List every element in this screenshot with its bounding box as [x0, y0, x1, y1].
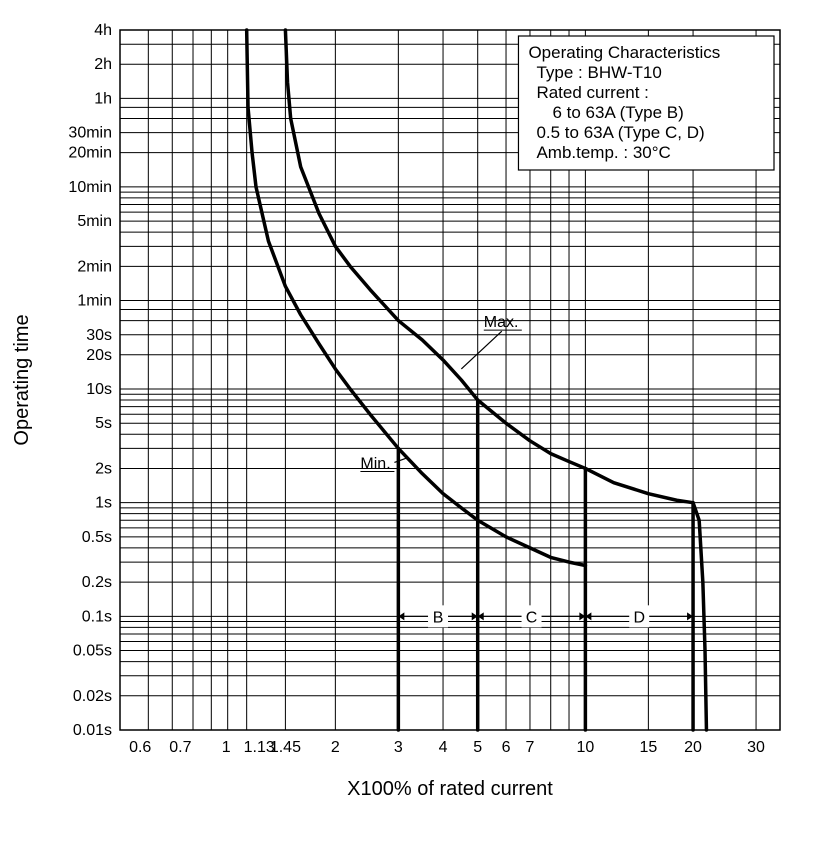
- x-tick-label: 30: [747, 739, 765, 756]
- info-line: 0.5 to 63A (Type C, D): [536, 123, 704, 142]
- region-label-b: B: [433, 609, 444, 626]
- x-tick-label: 7: [526, 739, 535, 756]
- y-tick-label: 30s: [86, 327, 112, 344]
- y-tick-label: 10min: [68, 179, 112, 196]
- x-tick-label: 2: [331, 739, 340, 756]
- info-line: Rated current :: [536, 83, 648, 102]
- x-tick-label: 4: [439, 739, 448, 756]
- y-tick-label: 0.1s: [82, 608, 112, 625]
- chart-svg: 0.60.711.131.45234567101520300.01s0.02s0…: [0, 0, 824, 850]
- info-line: Type : BHW-T10: [536, 63, 661, 82]
- y-tick-label: 30min: [68, 125, 112, 142]
- y-tick-label: 0.02s: [73, 688, 112, 705]
- y-tick-label: 0.05s: [73, 643, 112, 660]
- y-tick-label: 2h: [94, 56, 112, 73]
- region-label-d: D: [633, 609, 645, 626]
- x-axis-label: X100% of rated current: [347, 778, 553, 800]
- x-tick-label: 1.45: [270, 739, 301, 756]
- y-tick-label: 5min: [77, 213, 112, 230]
- y-tick-label: 4h: [94, 22, 112, 39]
- x-tick-label: 6: [502, 739, 511, 756]
- y-tick-label: 10s: [86, 381, 112, 398]
- x-tick-label: 15: [639, 739, 657, 756]
- y-tick-label: 5s: [95, 415, 112, 432]
- y-tick-label: 1s: [95, 495, 112, 512]
- y-tick-label: 1h: [94, 90, 112, 107]
- x-tick-label: 1: [222, 739, 231, 756]
- y-tick-label: 0.5s: [82, 529, 112, 546]
- x-tick-label: 0.7: [169, 739, 191, 756]
- min-label: Min.: [360, 455, 390, 472]
- info-line: 6 to 63A (Type B): [552, 103, 683, 122]
- x-tick-label: 0.6: [129, 739, 151, 756]
- y-tick-label: 1min: [77, 293, 112, 310]
- y-tick-label: 0.01s: [73, 722, 112, 739]
- x-tick-label: 3: [394, 739, 403, 756]
- x-tick-label: 5: [473, 739, 482, 756]
- x-tick-label: 10: [576, 739, 594, 756]
- x-tick-label: 20: [684, 739, 702, 756]
- info-line: Operating Characteristics: [528, 43, 720, 62]
- y-tick-label: 20s: [86, 347, 112, 364]
- y-tick-label: 2s: [95, 460, 112, 477]
- region-label-c: C: [526, 609, 538, 626]
- y-tick-label: 2min: [77, 258, 112, 275]
- y-tick-label: 0.2s: [82, 574, 112, 591]
- info-line: Amb.temp. : 30°C: [536, 143, 670, 162]
- chart-container: 0.60.711.131.45234567101520300.01s0.02s0…: [0, 0, 824, 850]
- y-tick-label: 20min: [68, 145, 112, 162]
- y-axis-label: Operating time: [11, 314, 33, 445]
- max-label: Max.: [484, 314, 519, 331]
